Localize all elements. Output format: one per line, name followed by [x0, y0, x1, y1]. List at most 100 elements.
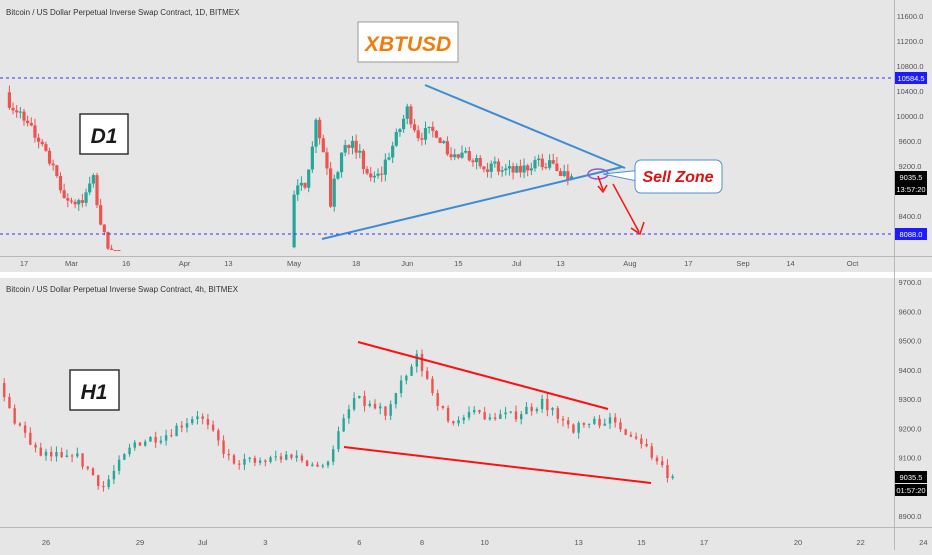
h1-candle-body — [535, 408, 539, 412]
d1-candle-body — [102, 224, 106, 233]
h1-candle — [462, 414, 465, 425]
h1-candle — [525, 402, 528, 415]
intraday-candles — [3, 349, 674, 492]
h1-candle — [483, 407, 486, 421]
d1-candle-body — [431, 126, 435, 131]
h1-candle — [332, 445, 335, 466]
d1-candle — [339, 152, 344, 178]
lower-trendline[interactable] — [321, 166, 623, 240]
h1-candle — [217, 428, 220, 446]
d1-candle — [58, 172, 63, 194]
h1-candle — [655, 455, 659, 465]
h1-candle — [561, 416, 565, 427]
h1-candle — [473, 406, 476, 415]
h1-candle-body — [269, 457, 272, 462]
h1-candle-body — [446, 407, 450, 422]
h1-candle — [154, 431, 157, 448]
h1-candle — [34, 442, 37, 453]
d1-candle — [318, 117, 322, 145]
h1-candle-body — [358, 395, 361, 399]
d1-candle — [11, 102, 15, 115]
h1-candle — [394, 392, 398, 409]
h1-candle-body — [368, 403, 371, 407]
channel-lower-line[interactable] — [343, 446, 652, 484]
d1-y-tick-label: 9200.0 — [899, 162, 922, 171]
d1-candle-body — [321, 138, 325, 153]
h1-label: H1 — [81, 381, 108, 404]
h1-candle — [603, 418, 606, 426]
h1-current-price-value: 9035.5 — [900, 473, 923, 482]
h1-candle — [326, 460, 330, 469]
h1-candle-body — [39, 447, 42, 456]
h1-candle — [60, 447, 63, 458]
upper-trendline[interactable] — [424, 84, 626, 169]
h1-candle — [577, 420, 580, 439]
d1-candle — [369, 167, 373, 182]
sell-zone-callout[interactable] — [634, 159, 723, 194]
h1-y-tick-label: 9100.0 — [899, 454, 922, 463]
h1-candle-body — [227, 453, 230, 456]
pane-separator[interactable] — [0, 272, 932, 278]
h1-candle — [587, 423, 591, 429]
d1-candle-body — [347, 145, 351, 148]
d1-x-tick-label: 13 — [556, 259, 564, 268]
d1-candle — [489, 160, 493, 179]
h1-candle — [514, 405, 518, 423]
h1-candle-body — [138, 442, 142, 446]
h1-candle — [488, 413, 492, 421]
d1-candle-body — [515, 166, 519, 173]
d1-candle-body — [496, 161, 501, 172]
d1-candle — [515, 163, 519, 174]
d1-candle — [372, 171, 376, 183]
d1-x-tick-label: Mar — [65, 259, 78, 268]
d1-candle-body — [445, 141, 449, 155]
d1-candle — [544, 162, 548, 170]
h1-x-tick-label: 15 — [637, 538, 645, 547]
d1-candle — [51, 159, 55, 171]
d1-candle-body — [318, 119, 322, 139]
h1-candle-body — [363, 395, 366, 407]
support-price-tag — [895, 228, 927, 240]
h1-candle-body — [493, 417, 497, 419]
d1-candle-body — [354, 140, 358, 153]
h1-candle — [285, 451, 288, 461]
h1-candle-body — [164, 435, 168, 441]
d1-candle-body — [110, 248, 114, 250]
h1-candle — [222, 435, 225, 458]
h1-candle-body — [509, 411, 512, 413]
d1-candle-body — [303, 182, 307, 188]
d1-candle-body — [493, 161, 497, 164]
channel-upper-line[interactable] — [357, 341, 609, 410]
d1-candle-body — [394, 132, 398, 146]
h1-candle-body — [436, 393, 439, 406]
h1-candle-body — [582, 423, 586, 425]
h1-candle-body — [337, 431, 340, 450]
h1-candle — [368, 400, 371, 408]
h1-candle — [39, 442, 42, 457]
d1-candle — [110, 244, 114, 250]
h1-candle — [650, 442, 653, 461]
h1-candle-body — [305, 460, 309, 467]
d1-candle — [95, 172, 99, 208]
h1-candle — [593, 416, 596, 426]
d1-candle — [434, 129, 439, 139]
h1-candle — [363, 390, 366, 412]
h1-candle-body — [222, 440, 225, 454]
h1-countdown-tag — [895, 484, 927, 496]
d1-candle — [420, 132, 424, 146]
h1-candle-body — [467, 412, 471, 418]
d1-candle-body — [500, 170, 504, 172]
d1-candle-body — [555, 163, 559, 172]
h1-candle-body — [410, 366, 413, 376]
d1-x-tick-label: 16 — [122, 259, 130, 268]
h1-candle — [81, 453, 84, 470]
d1-candle-body — [449, 154, 453, 158]
h1-candle — [572, 423, 575, 434]
h1-candle-body — [311, 464, 314, 467]
d1-candle-body — [409, 106, 413, 125]
d1-candle-body — [551, 160, 555, 164]
d1-candle — [347, 144, 351, 155]
h1-candle — [614, 413, 617, 428]
d1-candle — [416, 125, 420, 142]
